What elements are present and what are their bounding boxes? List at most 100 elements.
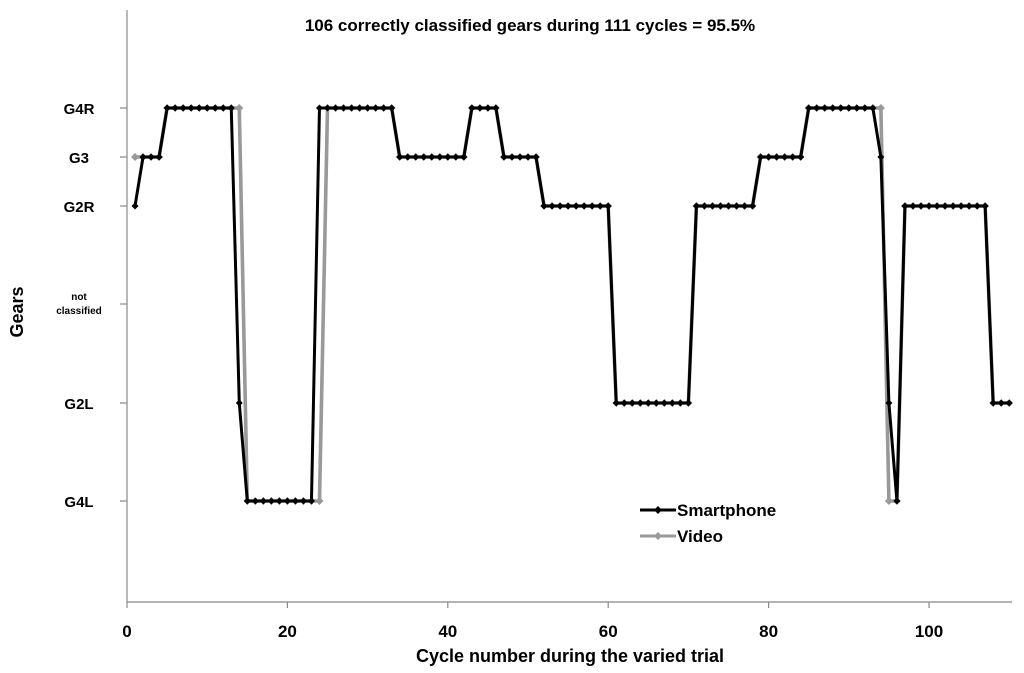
y-tick-label: classified xyxy=(56,306,102,317)
data-point-smartphone xyxy=(388,104,396,112)
data-point-smartphone xyxy=(684,399,692,407)
data-point-smartphone xyxy=(356,104,364,112)
data-point-smartphone xyxy=(283,497,291,505)
data-point-smartphone xyxy=(372,104,380,112)
data-point-smartphone xyxy=(957,202,965,210)
y-tick-label: G4R xyxy=(64,101,95,118)
data-point-smartphone xyxy=(741,202,749,210)
data-point-smartphone xyxy=(444,153,452,161)
data-point-smartphone xyxy=(708,202,716,210)
data-point-smartphone xyxy=(556,202,564,210)
data-point-smartphone xyxy=(163,104,171,112)
data-point-smartphone xyxy=(861,104,869,112)
data-point-smartphone xyxy=(981,202,989,210)
data-point-smartphone xyxy=(668,399,676,407)
data-point-smartphone xyxy=(299,497,307,505)
data-point-smartphone xyxy=(396,153,404,161)
data-point-smartphone xyxy=(1005,399,1013,407)
x-ticks: 0 20 40 60 80 100 xyxy=(122,602,943,641)
data-point-smartphone xyxy=(636,399,644,407)
data-point-smartphone xyxy=(588,202,596,210)
data-point-smartphone xyxy=(524,153,532,161)
data-point-smartphone xyxy=(700,202,708,210)
data-point-smartphone xyxy=(885,399,893,407)
data-point-smartphone xyxy=(716,202,724,210)
data-point-smartphone xyxy=(973,202,981,210)
data-point-smartphone xyxy=(869,104,877,112)
data-point-smartphone xyxy=(251,497,259,505)
data-point-smartphone xyxy=(652,399,660,407)
data-point-smartphone xyxy=(364,104,372,112)
data-point-smartphone xyxy=(315,104,323,112)
data-point-smartphone xyxy=(307,497,315,505)
data-point-smartphone xyxy=(548,202,556,210)
data-point-smartphone xyxy=(564,202,572,210)
legend-label-smartphone: Smartphone xyxy=(677,501,776,520)
data-point-smartphone xyxy=(989,399,997,407)
data-point-smartphone xyxy=(324,104,331,112)
data-point-smartphone xyxy=(845,104,853,112)
data-point-smartphone xyxy=(508,153,516,161)
data-point-smartphone xyxy=(805,104,813,112)
data-point-smartphone xyxy=(259,497,267,505)
data-point-smartphone xyxy=(829,104,837,112)
data-point-smartphone xyxy=(484,104,492,112)
data-point-smartphone xyxy=(436,153,444,161)
legend: Smartphone Video xyxy=(640,501,776,546)
data-point-smartphone xyxy=(660,399,668,407)
data-point-smartphone xyxy=(604,202,612,210)
data-point-smartphone xyxy=(500,153,508,161)
data-point-smartphone xyxy=(909,202,917,210)
data-point-smartphone xyxy=(219,104,227,112)
data-point-smartphone xyxy=(781,153,789,161)
data-point-smartphone xyxy=(941,202,949,210)
data-point-smartphone xyxy=(187,104,195,112)
data-point-smartphone xyxy=(676,399,684,407)
data-point-smartphone xyxy=(933,202,941,210)
data-point-smartphone xyxy=(227,104,235,112)
data-point-smartphone xyxy=(997,399,1005,407)
data-point-smartphone xyxy=(789,153,797,161)
data-point-smartphone xyxy=(893,497,901,505)
data-point-smartphone xyxy=(572,202,580,210)
data-point-smartphone xyxy=(644,399,652,407)
legend-marker-smartphone xyxy=(654,506,662,514)
data-point-smartphone xyxy=(917,202,925,210)
data-point-smartphone xyxy=(340,104,348,112)
x-tick-label: 40 xyxy=(438,622,457,641)
legend-item-video: Video xyxy=(640,527,723,546)
data-point-smartphone xyxy=(468,104,476,112)
legend-label-video: Video xyxy=(677,527,723,546)
data-point-smartphone xyxy=(580,202,588,210)
data-point-smartphone xyxy=(901,202,909,210)
x-tick-label: 80 xyxy=(759,622,778,641)
data-point-smartphone xyxy=(692,202,700,210)
data-point-smartphone xyxy=(725,202,732,210)
axes xyxy=(126,10,1012,603)
y-tick-label: not xyxy=(71,292,87,303)
data-point-smartphone xyxy=(925,202,933,210)
data-point-smartphone xyxy=(532,153,540,161)
data-point-video xyxy=(315,497,324,505)
legend-marker-video xyxy=(654,532,662,540)
data-point-smartphone xyxy=(275,497,283,505)
data-point-smartphone xyxy=(203,104,211,112)
data-point-smartphone xyxy=(757,153,765,161)
data-point-smartphone xyxy=(291,497,299,505)
data-point-smartphone xyxy=(620,399,628,407)
data-point-smartphone xyxy=(267,497,275,505)
y-ticks: G4L G2L not classified G2R G3 G4R xyxy=(56,101,127,511)
data-point-smartphone xyxy=(139,153,147,161)
data-point-smartphone xyxy=(765,153,773,161)
data-point-smartphone xyxy=(243,497,251,505)
series-line-smartphone xyxy=(133,106,1010,503)
data-point-smartphone xyxy=(348,104,356,112)
data-point-smartphone xyxy=(949,202,957,210)
series-line-video xyxy=(135,106,1010,503)
data-point-smartphone xyxy=(628,399,636,407)
data-point-smartphone xyxy=(404,153,412,161)
data-point-smartphone xyxy=(460,153,468,161)
data-point-smartphone xyxy=(147,153,155,161)
data-point-smartphone xyxy=(612,399,620,407)
